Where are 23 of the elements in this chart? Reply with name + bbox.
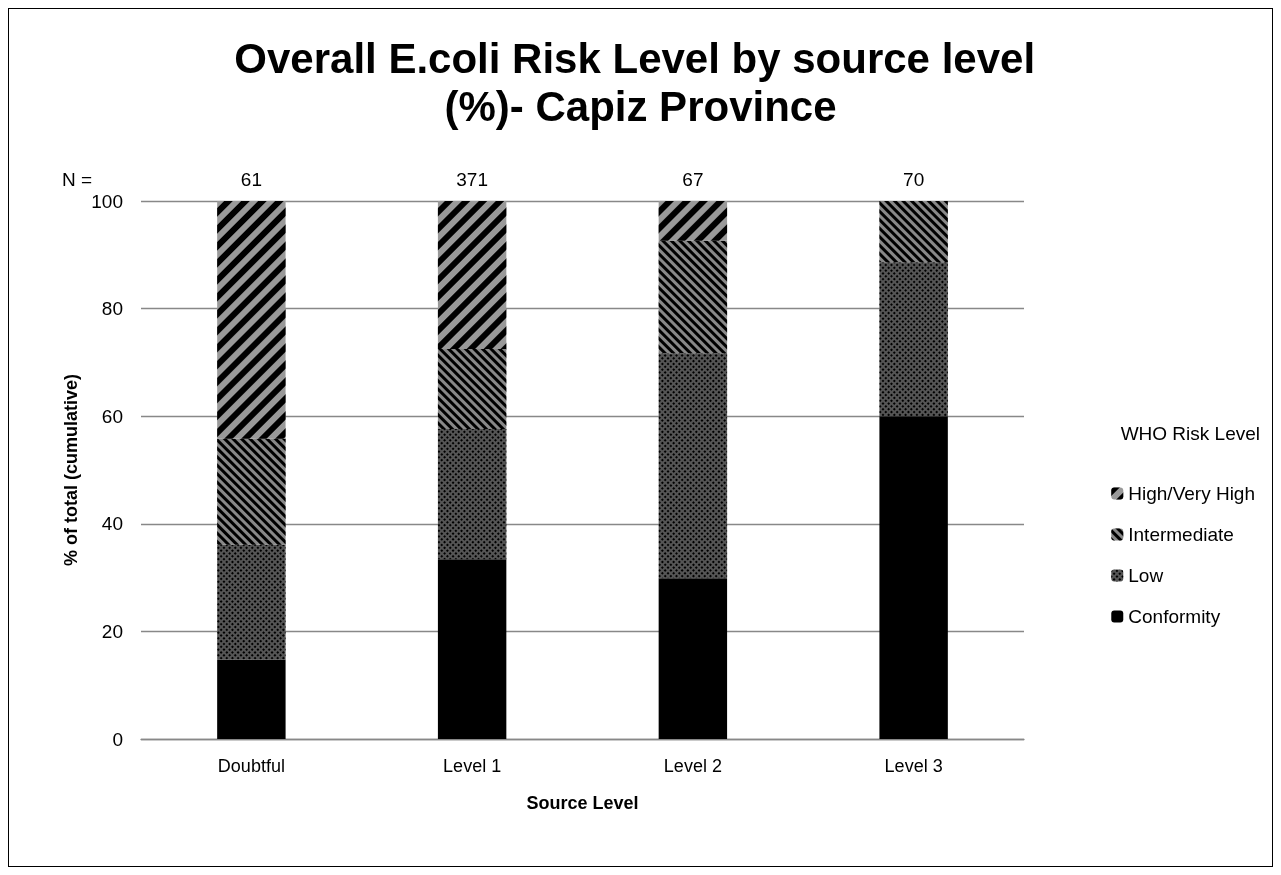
legend-label: Conformity [1128,606,1221,627]
y-tick-label: 20 [101,620,123,642]
x-tick-label: Level 2 [663,756,722,776]
y-tick-label: 0 [112,728,123,750]
text: N = [61,168,93,190]
x-tick-label: Doubtful [217,756,285,776]
x-tick-label: Level 3 [884,756,943,776]
legend-label: Intermediate [1128,524,1234,545]
y-axis-title: % of total (cumulative) [61,373,82,567]
y-tick-label: 80 [101,298,123,320]
text: 61 [240,168,262,190]
text: 371 [456,168,488,190]
x-tick-label: Level 1 [443,756,502,776]
y-tick-label: 60 [101,405,123,427]
legend-label: High/Very High [1128,483,1256,504]
y-tick-label: 100 [91,190,123,212]
legend-label: Low [1128,565,1164,586]
y-tick-label: 40 [101,513,123,535]
text: 70 [903,168,925,190]
chart-title: Overall E.coli Risk Level by source level (%)- Capiz Province [234,34,1047,130]
legend-title: WHO Risk Level [1120,423,1260,444]
x-axis-title: Source Level [526,793,639,813]
text: 67 [682,168,704,190]
